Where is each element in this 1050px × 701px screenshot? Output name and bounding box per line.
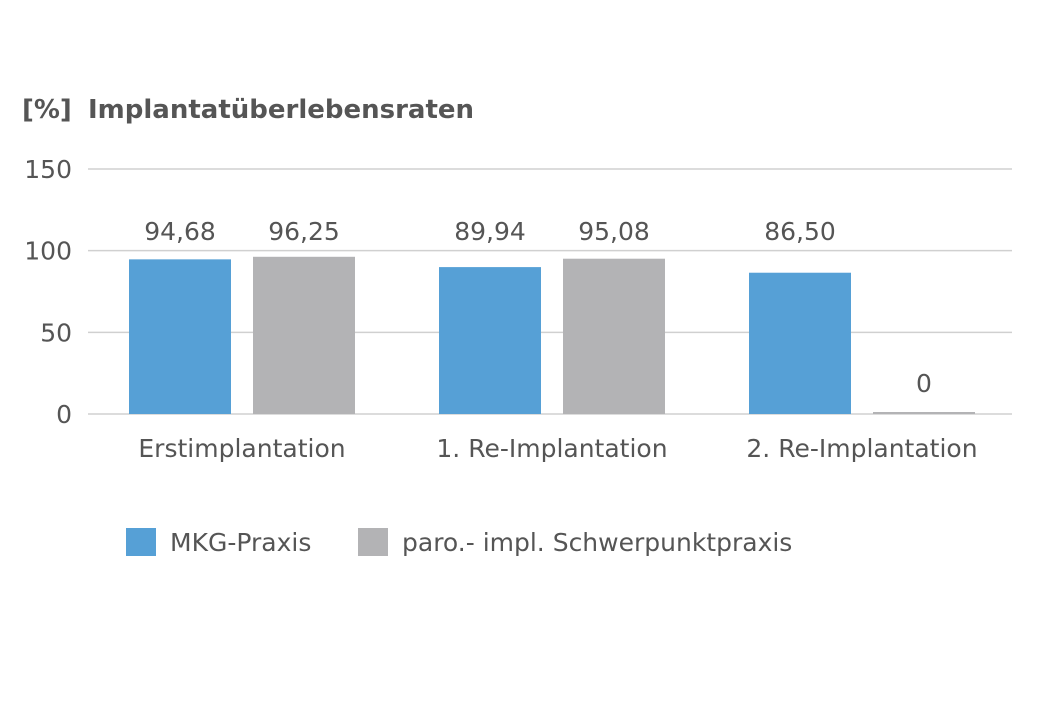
legend-swatch [358, 528, 388, 556]
bar-series1-1 [439, 267, 541, 414]
bar-series1-0 [129, 259, 231, 414]
bar-series2-1 [563, 258, 665, 414]
x-axis-category-labels: Erstimplantation 1. Re-Implantation 2. Re-… [138, 434, 977, 463]
data-label: 89,94 [454, 217, 526, 246]
data-label: 94,68 [144, 217, 216, 246]
y-axis-tick-labels: 0 50 100 150 [24, 155, 72, 429]
chart-title-text: Implantatüberlebensraten [88, 95, 474, 125]
data-label: 95,08 [578, 217, 650, 246]
bar-series2-2 [873, 412, 975, 414]
category-label: Erstimplantation [138, 434, 345, 463]
category-label: 1. Re-Implantation [436, 434, 667, 463]
legend-label: MKG-Praxis [170, 528, 311, 557]
y-tick-label: 100 [24, 237, 72, 266]
y-tick-label: 150 [24, 155, 72, 184]
bar-series1-2 [749, 272, 851, 414]
category-label: 2. Re-Implantation [746, 434, 977, 463]
y-tick-label: 0 [56, 400, 72, 429]
legend-label: paro.- impl. Schwerpunktpraxis [402, 528, 792, 557]
data-label: 0 [916, 369, 932, 398]
data-labels: 94,68 96,25 89,94 95,08 86,50 0 [144, 217, 932, 398]
bars [129, 256, 975, 414]
title-unit: [%] [22, 95, 72, 125]
data-label: 96,25 [268, 217, 340, 246]
data-label: 86,50 [764, 217, 836, 246]
legend: MKG-Praxis paro.- impl. Schwerpunktpraxis [126, 528, 792, 557]
legend-swatch [126, 528, 156, 556]
bar-series2-0 [253, 256, 355, 414]
gridlines [88, 168, 1012, 415]
y-tick-label: 50 [40, 318, 72, 347]
chart-title: [%] Implantatüberlebensraten [22, 95, 474, 125]
